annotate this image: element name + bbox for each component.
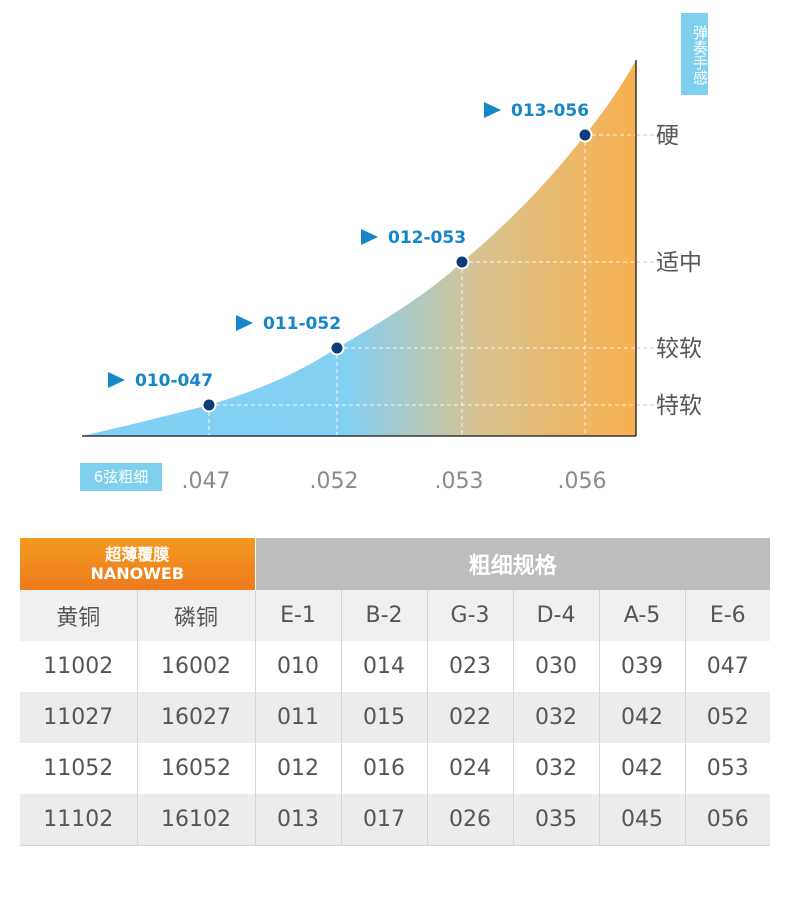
data-point — [454, 254, 470, 270]
brand-line-2: NANOWEB — [90, 564, 185, 583]
table-cell: 052 — [685, 692, 771, 743]
table-row: 11102 16102 013 017 026 035 045 056 — [20, 794, 771, 846]
table-cell: 022 — [427, 692, 514, 743]
column-header: A-5 — [599, 590, 686, 641]
table-cell: 047 — [685, 641, 771, 692]
table-cell: 030 — [513, 641, 600, 692]
column-header: E-6 — [685, 590, 771, 641]
table-cell: 035 — [513, 794, 600, 846]
feel-level-label: 特软 — [656, 393, 702, 419]
data-point — [577, 127, 593, 143]
point-label: 010-047 — [135, 371, 213, 391]
play-arrow-icon — [361, 229, 378, 245]
table-cell: 042 — [599, 743, 686, 794]
brand-header: 超薄覆膜 NANOWEB — [20, 538, 256, 590]
table-cell: 11002 — [20, 641, 138, 692]
curve-area — [82, 60, 636, 436]
point-label: 011-052 — [263, 314, 341, 334]
table-cell: 11052 — [20, 743, 138, 794]
table-cell: 017 — [341, 794, 428, 846]
column-header: G-3 — [427, 590, 514, 641]
table-cell: 16052 — [137, 743, 256, 794]
table-cell: 045 — [599, 794, 686, 846]
column-header: D-4 — [513, 590, 600, 641]
table-cell: 026 — [427, 794, 514, 846]
data-point — [329, 340, 345, 356]
feel-chart: 010-047 011-052 012-053 013-056 特软 较软 适中 硬 .047.… — [82, 60, 702, 494]
x-tick-label: .047 — [182, 469, 231, 494]
table-cell: 16002 — [137, 641, 256, 692]
column-header: 黄铜 — [20, 590, 138, 641]
table-cell: 032 — [513, 692, 600, 743]
point-label: 013-056 — [511, 101, 589, 121]
table-cell: 053 — [685, 743, 771, 794]
table-cell: 011 — [255, 692, 342, 743]
feel-level-label: 适中 — [656, 250, 702, 276]
table-cell: 024 — [427, 743, 514, 794]
table-row: 11027 16027 011 015 022 032 042 052 — [20, 692, 771, 743]
feel-level-label: 硬 — [656, 123, 679, 149]
table-cell: 042 — [599, 692, 686, 743]
x-axis-tag: 6弦粗细 — [80, 463, 162, 491]
table-cell: 016 — [341, 743, 428, 794]
spec-table: 超薄覆膜 NANOWEB 粗细规格 黄铜 磷铜 E-1 B-2 G-3 D-4 … — [20, 538, 771, 846]
table-row: 11052 16052 012 016 024 032 042 053 — [20, 743, 771, 794]
play-arrow-icon — [484, 102, 501, 118]
table-cell: 11027 — [20, 692, 138, 743]
column-header-row: 黄铜 磷铜 E-1 B-2 G-3 D-4 A-5 E-6 — [20, 590, 771, 641]
point-label: 012-053 — [388, 228, 466, 248]
play-arrow-icon — [236, 315, 253, 331]
table-cell: 056 — [685, 794, 771, 846]
table-cell: 015 — [341, 692, 428, 743]
y-axis-tag: 弹奏手感 — [681, 13, 709, 95]
x-tick-label: .052 — [310, 469, 359, 494]
column-header: 磷铜 — [137, 590, 256, 641]
table-cell: 010 — [255, 641, 342, 692]
table-cell: 013 — [255, 794, 342, 846]
column-header: E-1 — [255, 590, 342, 641]
table-cell: 16027 — [137, 692, 256, 743]
x-tick-label: .056 — [558, 469, 607, 494]
play-arrow-icon — [108, 372, 125, 388]
column-header: B-2 — [341, 590, 428, 641]
feel-level-label: 较软 — [656, 336, 702, 362]
table-cell: 023 — [427, 641, 514, 692]
brand-line-1: 超薄覆膜 — [105, 545, 170, 564]
table-cell: 032 — [513, 743, 600, 794]
table-cell: 16102 — [137, 794, 256, 846]
data-point — [201, 397, 217, 413]
table-cell: 014 — [341, 641, 428, 692]
table-cell: 11102 — [20, 794, 138, 846]
spec-header: 粗细规格 — [255, 538, 771, 590]
table-row: 11002 16002 010 014 023 030 039 047 — [20, 641, 771, 692]
x-tick-label: .053 — [435, 469, 484, 494]
table-cell: 039 — [599, 641, 686, 692]
table-cell: 012 — [255, 743, 342, 794]
